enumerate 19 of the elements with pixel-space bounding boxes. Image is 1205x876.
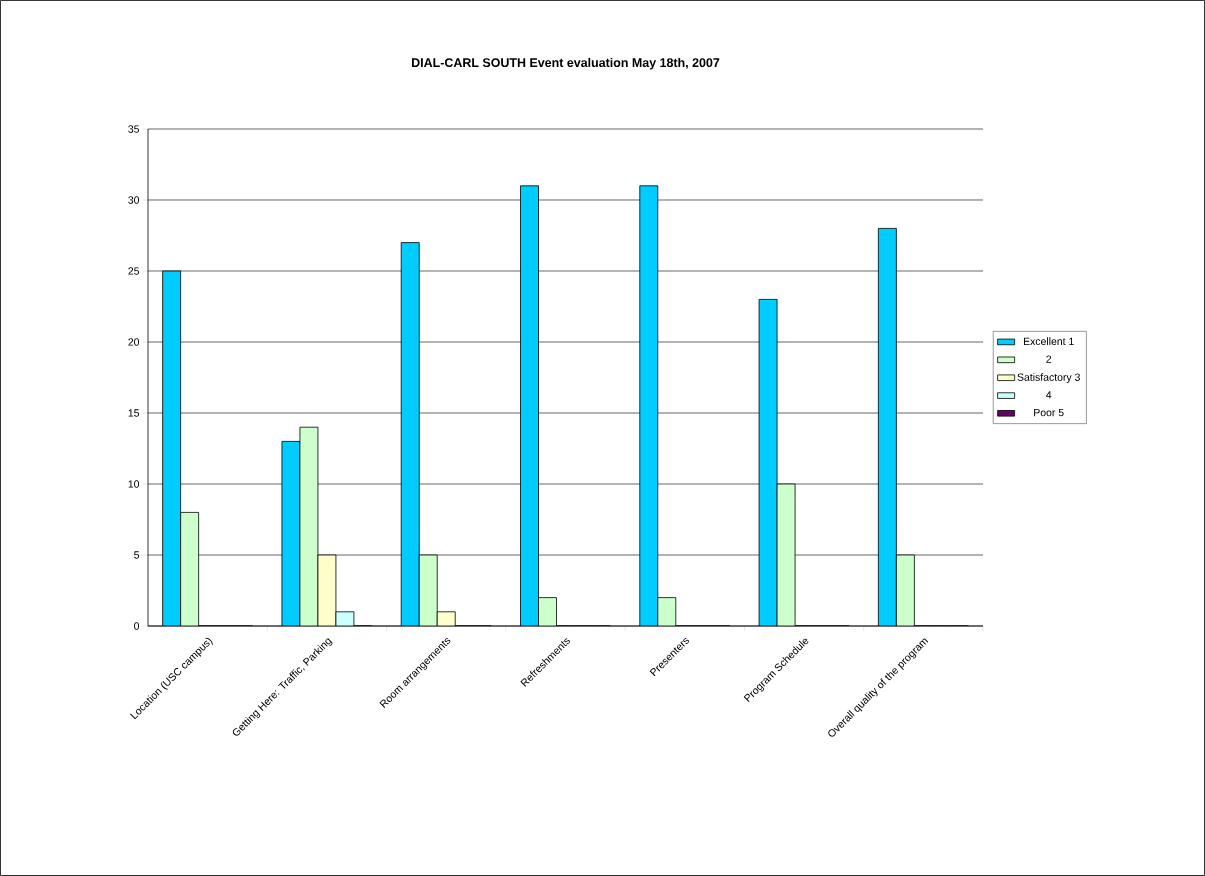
bar	[895, 554, 915, 626]
legend-label: Excellent 1	[1023, 337, 1074, 346]
bar	[180, 512, 199, 626]
text: 4	[1046, 391, 1052, 399]
y-tick-label: 15	[128, 409, 140, 417]
y-tick-label: 30	[128, 196, 140, 204]
y-tick-label: 5	[134, 551, 140, 559]
y-tick-label: 10	[128, 480, 140, 488]
bar	[657, 597, 676, 626]
bar	[419, 555, 438, 626]
y-tick-label: 25	[128, 267, 140, 275]
legend-label: Satisfactory 3	[1017, 373, 1080, 383]
y-tick-label: 20	[128, 338, 140, 346]
y-tick-label: 35	[128, 125, 140, 133]
legend-label: Poor 5	[1034, 408, 1064, 417]
y-tick-label: 0	[134, 622, 140, 630]
text: 2	[1046, 355, 1052, 363]
chart-title: DIAL-CARL SOUTH Event evaluation May 18th, 2007	[412, 57, 720, 70]
bar	[538, 597, 557, 626]
